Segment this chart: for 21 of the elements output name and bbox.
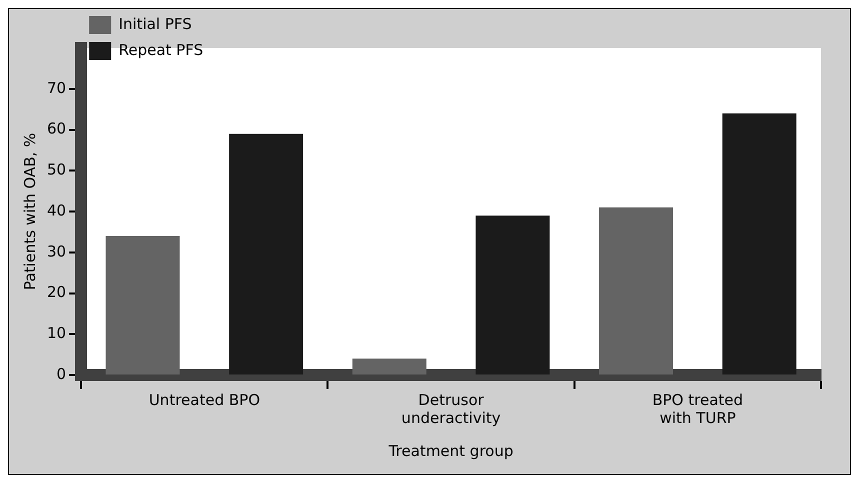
x-tick-label: Detrusor underactivity — [401, 390, 501, 427]
x-axis-title: Treatment group — [388, 442, 514, 460]
y-tick-label: 70 — [46, 78, 66, 97]
bar — [599, 207, 674, 374]
y-axis-title: Patients with OAB, % — [20, 132, 39, 290]
bar — [476, 216, 550, 374]
y-tick-label: 20 — [46, 283, 66, 302]
y-tick-label: 0 — [56, 364, 66, 383]
legend-label: Initial PFS — [118, 14, 192, 33]
bar — [106, 236, 180, 374]
bar — [352, 358, 426, 374]
y-tick-label: 10 — [46, 324, 66, 342]
x-tick-label: Untreated BPO — [148, 390, 260, 409]
legend-label: Repeat PFS — [118, 40, 204, 59]
y-tick-label: 30 — [46, 242, 66, 260]
y-tick-label: 60 — [46, 120, 66, 138]
bar — [722, 113, 796, 374]
y-tick-label: 50 — [46, 160, 66, 179]
x-tick-label: BPO treated with TURP — [652, 390, 744, 427]
y-tick-label: 40 — [46, 201, 66, 220]
bar — [229, 134, 304, 374]
